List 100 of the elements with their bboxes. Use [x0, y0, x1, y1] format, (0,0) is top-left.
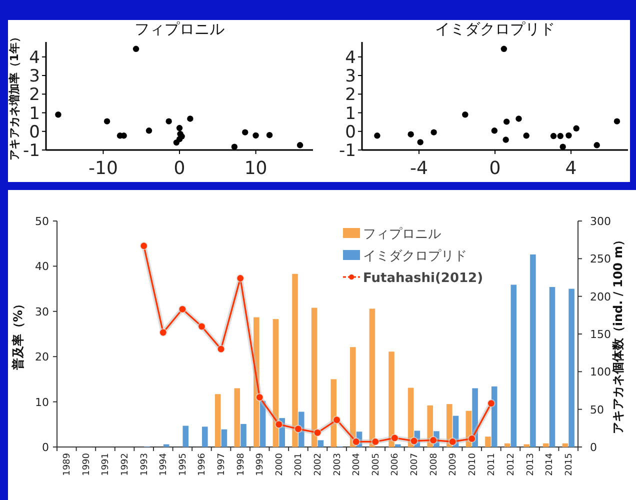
- x-tick-label: 1992: [120, 453, 131, 476]
- point: [408, 131, 414, 138]
- point: [374, 132, 380, 139]
- point: [614, 118, 620, 124]
- x-tick-label: 2014: [545, 452, 556, 476]
- point: [176, 124, 183, 132]
- y-tick-label: 30: [35, 305, 49, 318]
- chart-title: イミダクロプリド: [435, 20, 555, 38]
- x-tick-label: 2012: [506, 453, 516, 476]
- y-tick-label: 1: [345, 104, 356, 124]
- point: [252, 132, 259, 139]
- point: [462, 112, 468, 118]
- y-tick-label: 3: [29, 66, 40, 87]
- legend-label: Futahashi(2012): [363, 271, 484, 286]
- bar: [260, 400, 266, 447]
- x-tick-label: 0: [174, 158, 186, 179]
- bar: [510, 284, 517, 447]
- x-tick-label: 2001: [294, 453, 304, 476]
- y-tick-label: 20: [35, 350, 49, 364]
- point: [266, 132, 273, 138]
- y2-axis-title: アキアカネ個体数（ind. / 100 m）: [611, 234, 625, 434]
- bar: [272, 319, 279, 447]
- y-tick-label: -1: [23, 141, 40, 161]
- x-tick-label: 2009: [448, 452, 459, 476]
- x-tick-label: 1993: [140, 453, 150, 476]
- bar: [562, 443, 568, 447]
- point: [146, 128, 152, 134]
- point: [296, 142, 304, 148]
- y-tick-label: 2: [29, 85, 40, 106]
- y-tick-label: 0: [42, 441, 49, 454]
- x-tick-label: 2005: [371, 453, 382, 476]
- point: [176, 136, 183, 142]
- y-tick-label: 2: [345, 85, 356, 106]
- bar: [549, 286, 556, 447]
- point: [502, 136, 509, 143]
- bar: [542, 443, 549, 447]
- x-tick-label: 1999: [256, 452, 266, 476]
- x-tick-label: 2015: [564, 453, 574, 476]
- bar: [427, 405, 433, 447]
- x-tick-label: 2004: [352, 452, 362, 476]
- x-tick-label: 2002: [314, 453, 324, 476]
- x-tick-label: 1994: [159, 452, 170, 476]
- x-tick-label: 1989: [62, 452, 73, 476]
- bar: [182, 426, 189, 447]
- point: [516, 116, 522, 122]
- bar: [408, 388, 414, 447]
- x-tick-label: 1996: [198, 452, 208, 476]
- y2-tick-label: 150: [590, 328, 611, 341]
- x-tick-label: 2000: [274, 452, 285, 476]
- x-tick-label: 0: [489, 158, 501, 179]
- bar: [491, 386, 498, 447]
- y-tick-label: 50: [35, 215, 49, 228]
- y-tick-label: 10: [35, 396, 49, 409]
- bar: [330, 379, 337, 447]
- y-tick-label: 0: [345, 122, 356, 142]
- bar: [504, 443, 510, 447]
- bar: [298, 412, 304, 447]
- bar: [254, 317, 260, 447]
- x-tick-label: 1991: [101, 453, 112, 476]
- y2-tick-label: 250: [590, 252, 611, 266]
- legend-label: イミダクロプリド: [363, 249, 467, 264]
- point: [187, 116, 194, 122]
- y-tick-label: -1: [339, 141, 356, 161]
- y2-tick-label: 50: [590, 403, 604, 416]
- bar: [394, 444, 401, 447]
- point: [500, 46, 508, 52]
- bar: [214, 394, 221, 447]
- point: [557, 132, 564, 140]
- point: [573, 125, 580, 132]
- x-tick-label: 4: [565, 158, 577, 179]
- point: [417, 139, 424, 146]
- bar: [202, 426, 208, 447]
- point: [566, 132, 572, 139]
- point: [104, 118, 110, 124]
- x-tick-label: 10: [244, 158, 268, 179]
- y2-tick-label: 300: [590, 215, 611, 228]
- point: [55, 112, 62, 118]
- point: [560, 144, 566, 150]
- x-tick-label: 2008: [429, 452, 440, 476]
- x-tick-label: 2013: [526, 453, 536, 476]
- point: [503, 118, 510, 125]
- bar: [472, 388, 478, 447]
- bar: [311, 308, 318, 447]
- y-axis-title: 普及率（%）: [11, 298, 25, 372]
- x-tick-label: 1998: [236, 452, 246, 476]
- bar: [568, 288, 574, 447]
- bar: [350, 347, 356, 447]
- point: [491, 128, 498, 134]
- x-tick-label: -10: [88, 158, 118, 179]
- y-tick-label: 0: [29, 122, 40, 142]
- bar: [318, 440, 324, 447]
- x-tick-label: 2006: [390, 452, 401, 476]
- legend-label: フィプロニル: [363, 227, 441, 242]
- point: [242, 129, 248, 136]
- x-tick-label: 2010: [468, 452, 478, 476]
- x-tick-label: 1995: [178, 453, 188, 476]
- y-tick-label: 3: [345, 66, 356, 87]
- y2-tick-label: 200: [590, 290, 611, 304]
- x-tick-label: 2007: [410, 453, 420, 476]
- x-tick-label: 1997: [217, 453, 228, 476]
